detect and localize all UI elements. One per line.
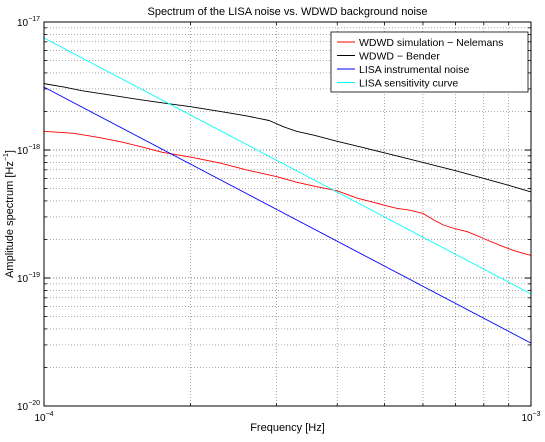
y-tick-label: 10−19: [17, 272, 40, 285]
tick-label-base: 10: [17, 146, 29, 157]
series-line: [43, 37, 532, 295]
tick-label-base: 10: [17, 18, 29, 29]
y-axis-label-base: Amplitude spectrum [Hz: [4, 161, 16, 278]
y-tick-label: 10−20: [17, 400, 40, 413]
series-line: [43, 130, 532, 256]
y-tick-label: 10−18: [17, 144, 40, 157]
legend-label: LISA instrumental noise: [359, 64, 469, 76]
tick-label-base: 10: [17, 274, 29, 285]
tick-label-exponent: −17: [28, 16, 40, 23]
legend-label: WDWD − Bender: [359, 50, 440, 62]
tick-label-base: 10: [17, 402, 29, 413]
legend-box: [330, 31, 529, 93]
tick-label-exponent: −19: [28, 272, 40, 279]
y-axis-label: Amplitude spectrum [Hz−1]: [3, 150, 16, 278]
series-line: [43, 86, 532, 344]
tick-label-exponent: −20: [28, 400, 40, 407]
series-layer: [43, 37, 532, 344]
y-axis-label-close: ]: [4, 150, 16, 153]
legend-label: WDWD simulation − Nelemans: [359, 37, 503, 49]
legend-label: LISA sensitivity curve: [359, 77, 458, 89]
x-tick-label: 10−4: [34, 411, 53, 424]
plot-frame: [43, 21, 532, 407]
tick-label-base: 10: [521, 413, 533, 424]
series-line: [43, 83, 532, 193]
tick-label-base: 10: [34, 413, 46, 424]
tick-label-exponent: −3: [533, 411, 541, 418]
y-axis-label-exponent: −1: [3, 153, 10, 161]
chart-title: Spectrum of the LISA noise vs. WDWD back…: [147, 6, 427, 18]
x-axis-label: Frequency [Hz]: [250, 422, 325, 434]
tick-label-exponent: −4: [46, 411, 54, 418]
tick-label-exponent: −18: [28, 144, 40, 151]
x-tick-label: 10−3: [521, 411, 540, 424]
y-tick-label: 10−17: [17, 16, 40, 29]
